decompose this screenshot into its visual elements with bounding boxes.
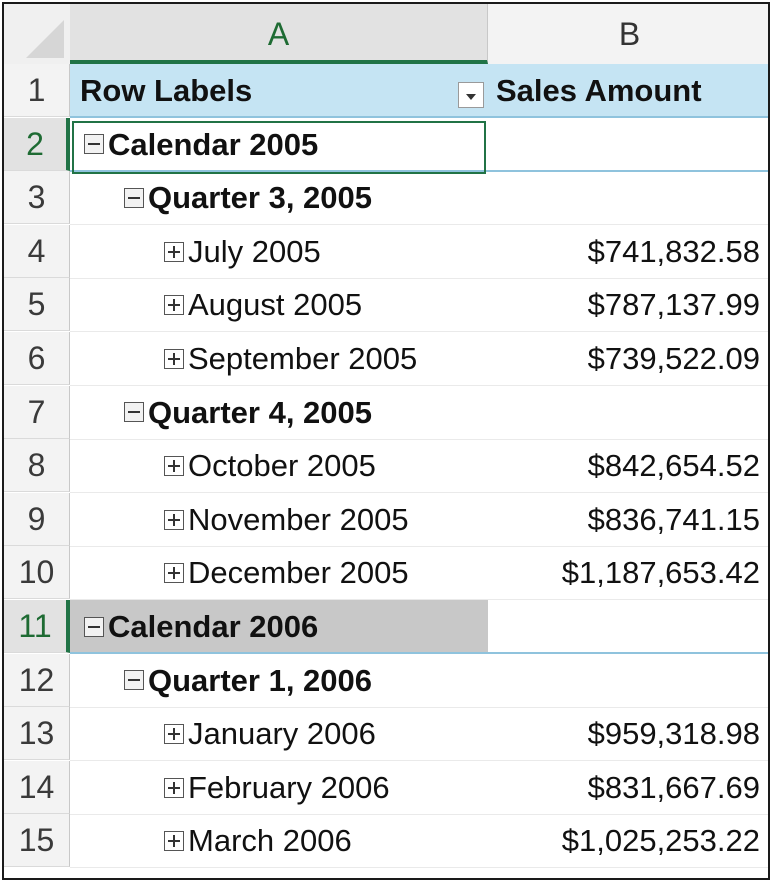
month-label: September 2005 xyxy=(188,341,418,376)
row-number-6[interactable]: 6 xyxy=(4,332,70,385)
row-label-cell[interactable]: October 2005 xyxy=(70,439,488,494)
expand-icon[interactable] xyxy=(164,241,184,262)
row-number-13[interactable]: 13 xyxy=(4,707,70,761)
sales-amount-cell[interactable]: $1,187,653.42 xyxy=(488,546,768,601)
select-all-corner[interactable] xyxy=(4,4,71,64)
sales-amount-cell[interactable]: $741,832.58 xyxy=(488,225,768,279)
row-label-cell[interactable]: Quarter 4, 2005 xyxy=(70,386,488,440)
month-label: February 2006 xyxy=(188,769,390,805)
sales-amount-cell[interactable]: $836,741.15 xyxy=(488,493,768,547)
expand-icon[interactable] xyxy=(164,563,184,584)
row-number-10[interactable]: 10 xyxy=(4,546,70,600)
sales-amount-cell[interactable]: $787,137.99 xyxy=(488,278,768,333)
row-number-9[interactable]: 9 xyxy=(4,492,70,546)
row-label-cell[interactable]: December 2005 xyxy=(70,546,488,601)
row-label-cell[interactable]: Calendar 2005 xyxy=(70,118,488,172)
sales-amount-header[interactable]: Sales Amount xyxy=(488,64,768,118)
sales-amount-cell[interactable] xyxy=(488,386,768,440)
row-number-5[interactable]: 5 xyxy=(4,278,70,332)
column-header-a[interactable]: A xyxy=(70,4,488,64)
sales-amount-cell[interactable] xyxy=(488,600,768,654)
month-label: November 2005 xyxy=(188,501,409,537)
month-label: October 2005 xyxy=(188,448,376,484)
sales-amount-cell[interactable]: $842,654.52 xyxy=(488,439,768,494)
row-label-cell[interactable]: Quarter 1, 2006 xyxy=(70,654,488,708)
row-number-11[interactable]: 11 xyxy=(4,600,70,653)
row-number-1[interactable]: 1 xyxy=(4,64,70,117)
row-label-cell[interactable]: November 2005 xyxy=(70,493,488,547)
row-number-3[interactable]: 3 xyxy=(4,171,70,225)
sales-amount-cell[interactable] xyxy=(488,118,768,172)
year-label: Calendar 2005 xyxy=(108,126,319,162)
row-label-cell[interactable]: March 2006 xyxy=(70,814,488,869)
filter-dropdown-icon[interactable] xyxy=(458,82,484,108)
collapse-icon[interactable] xyxy=(124,402,144,423)
row-number-15[interactable]: 15 xyxy=(4,814,70,868)
sales-amount-cell[interactable]: $1,025,253.22 xyxy=(488,814,768,869)
expand-icon[interactable] xyxy=(164,456,184,476)
row-number-14[interactable]: 14 xyxy=(4,760,70,814)
quarter-label: Quarter 1, 2006 xyxy=(148,662,373,698)
expand-icon[interactable] xyxy=(164,777,184,798)
sales-amount-cell[interactable] xyxy=(488,171,768,226)
collapse-icon[interactable] xyxy=(124,188,144,208)
select-all-triangle-icon xyxy=(26,20,64,58)
expand-icon[interactable] xyxy=(164,831,184,852)
sales-amount-cell[interactable] xyxy=(488,654,768,708)
month-label: March 2006 xyxy=(188,823,352,859)
month-label: December 2005 xyxy=(188,555,409,591)
sales-amount-cell[interactable]: $739,522.09 xyxy=(488,332,768,386)
row-label-cell[interactable]: Calendar 2006 xyxy=(70,600,488,654)
row-labels-header[interactable]: Row Labels xyxy=(70,64,488,118)
month-label: January 2006 xyxy=(188,716,376,752)
month-label: August 2005 xyxy=(188,287,363,323)
column-header-row: A B xyxy=(4,4,768,65)
row-number-4[interactable]: 4 xyxy=(4,224,70,278)
month-label: July 2005 xyxy=(188,233,321,269)
column-header-b[interactable]: B xyxy=(488,4,768,64)
row-label-cell[interactable]: February 2006 xyxy=(70,761,488,815)
collapse-icon[interactable] xyxy=(84,134,104,155)
expand-icon[interactable] xyxy=(164,509,184,530)
quarter-label: Quarter 4, 2005 xyxy=(148,394,373,430)
row-number-12[interactable]: 12 xyxy=(4,653,70,707)
row-label-cell[interactable]: July 2005 xyxy=(70,225,488,279)
sales-amount-cell[interactable]: $959,318.98 xyxy=(488,707,768,762)
row-labels-text: Row Labels xyxy=(80,73,253,108)
row-number-2[interactable]: 2 xyxy=(4,117,70,171)
collapse-icon[interactable] xyxy=(84,616,104,637)
expand-icon[interactable] xyxy=(164,295,184,316)
sales-amount-cell[interactable]: $831,667.69 xyxy=(488,761,768,815)
row-label-cell[interactable]: August 2005 xyxy=(70,278,488,333)
row-number-7[interactable]: 7 xyxy=(4,385,70,439)
row-label-cell[interactable]: Quarter 3, 2005 xyxy=(70,171,488,226)
row-label-cell[interactable]: January 2006 xyxy=(70,707,488,762)
expand-icon[interactable] xyxy=(164,724,184,744)
row-number-8[interactable]: 8 xyxy=(4,439,70,493)
row-label-cell[interactable]: September 2005 xyxy=(70,332,488,386)
collapse-icon[interactable] xyxy=(124,670,144,691)
year-label: Calendar 2006 xyxy=(108,609,319,644)
expand-icon[interactable] xyxy=(164,348,184,369)
quarter-label: Quarter 3, 2005 xyxy=(148,180,373,216)
